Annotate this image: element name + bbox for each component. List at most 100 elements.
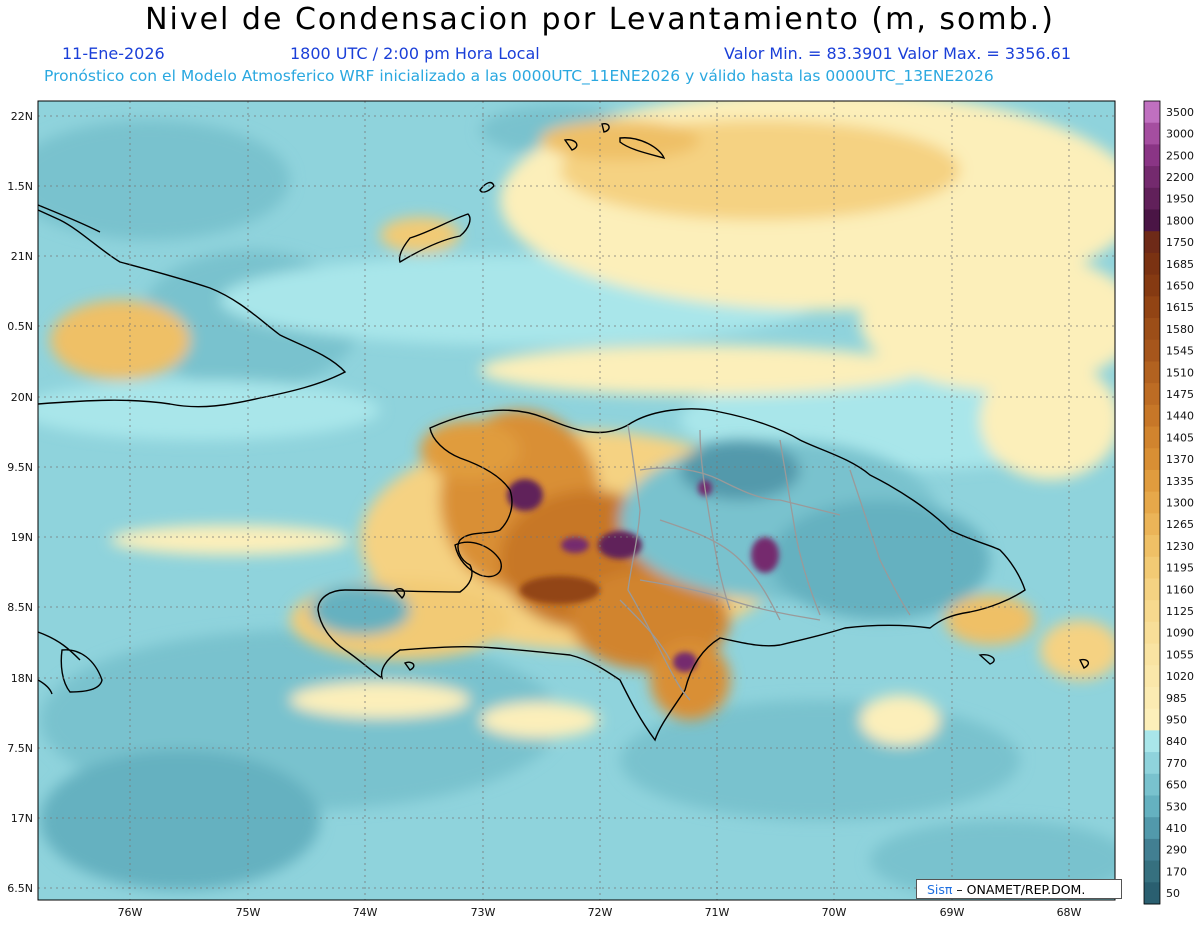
colorbar-swatch bbox=[1144, 643, 1160, 666]
colorbar-label: 170 bbox=[1166, 865, 1187, 878]
colorbar-swatch bbox=[1144, 513, 1160, 536]
credit-brand: Sisπ bbox=[927, 882, 953, 897]
colorbar-swatch bbox=[1144, 838, 1160, 862]
colorbar-label: 1615 bbox=[1166, 301, 1194, 314]
forecast-time: 1800 UTC / 2:00 pm Hora Local bbox=[290, 44, 540, 63]
colorbar-swatch bbox=[1144, 448, 1160, 471]
colorbar-label: 985 bbox=[1166, 692, 1187, 705]
colorbar-label: 1195 bbox=[1166, 562, 1194, 575]
lon-label: 69W bbox=[940, 906, 965, 919]
colorbar-label: 1230 bbox=[1166, 540, 1194, 553]
colorbar-label: 1090 bbox=[1166, 627, 1194, 640]
colorbar-swatch bbox=[1144, 361, 1160, 384]
lat-label: 17N bbox=[11, 812, 33, 825]
lon-label: 75W bbox=[236, 906, 261, 919]
colorbar-label: 1545 bbox=[1166, 345, 1194, 358]
lat-label: 22N bbox=[11, 110, 33, 123]
colorbar-swatch bbox=[1144, 101, 1160, 124]
colorbar-swatch bbox=[1144, 730, 1160, 753]
colorbar-swatch bbox=[1144, 882, 1160, 905]
map-title: Nivel de Condensacion por Levantamiento … bbox=[145, 2, 1055, 37]
lat-label: 7.5N bbox=[7, 742, 33, 755]
colorbar-swatch bbox=[1144, 296, 1160, 319]
colorbar-swatch bbox=[1144, 817, 1160, 840]
lat-label: 8.5N bbox=[7, 601, 33, 614]
colorbar-swatch bbox=[1144, 665, 1160, 688]
lon-label: 70W bbox=[822, 906, 847, 919]
colorbar-label: 1370 bbox=[1166, 453, 1194, 466]
lon-label: 73W bbox=[471, 906, 496, 919]
plot-frame bbox=[37, 100, 1116, 901]
colorbar-label: 1020 bbox=[1166, 670, 1194, 683]
min-max-values: Valor Min. = 83.3901 Valor Max. = 3356.6… bbox=[724, 44, 1072, 63]
colorbar-label: 950 bbox=[1166, 714, 1187, 727]
colorbar-swatch bbox=[1144, 166, 1160, 189]
lat-label: 6.5N bbox=[7, 882, 33, 895]
model-info: Pronóstico con el Modelo Atmosferico WRF… bbox=[44, 67, 994, 85]
longitude-labels: 76W 75W 74W 73W 72W 71W 70W 69W 68W bbox=[118, 906, 1082, 919]
colorbar-label: 50 bbox=[1166, 887, 1180, 900]
lon-label: 71W bbox=[705, 906, 730, 919]
colorbar-label: 840 bbox=[1166, 735, 1187, 748]
colorbar-swatch bbox=[1144, 318, 1160, 341]
lat-label: 21N bbox=[11, 250, 33, 263]
colorbar-label: 530 bbox=[1166, 800, 1187, 813]
colorbar-label: 3500 bbox=[1166, 106, 1194, 119]
colorbar-swatch bbox=[1144, 752, 1160, 775]
credit-org: – ONAMET/REP.DOM. bbox=[952, 882, 1086, 897]
lat-label: 20N bbox=[11, 391, 33, 404]
colorbar-swatch bbox=[1144, 535, 1160, 558]
colorbar-swatch bbox=[1144, 491, 1160, 514]
colorbar-label: 1125 bbox=[1166, 605, 1194, 618]
colorbar-label: 1800 bbox=[1166, 214, 1194, 227]
lon-label: 68W bbox=[1057, 906, 1082, 919]
colorbar-swatch bbox=[1144, 426, 1160, 449]
colorbar-swatch bbox=[1144, 773, 1160, 796]
colorbar-swatch bbox=[1144, 274, 1160, 297]
colorbar-swatch bbox=[1144, 686, 1160, 710]
colorbar-swatch bbox=[1144, 122, 1160, 145]
colorbar-label: 3000 bbox=[1166, 128, 1194, 141]
colorbar-swatch bbox=[1144, 252, 1160, 276]
colorbar-frame bbox=[1143, 100, 1161, 905]
colorbar-label: 1300 bbox=[1166, 497, 1194, 510]
province-borders bbox=[619, 424, 911, 701]
colorbar-label: 1475 bbox=[1166, 388, 1194, 401]
credit-box: Sisπ – ONAMET/REP.DOM. bbox=[916, 879, 1122, 899]
colorbar-swatch bbox=[1144, 795, 1160, 818]
latitude-labels: 22N 1.5N 21N 0.5N 20N 9.5N 19N 8.5N 18N … bbox=[7, 110, 33, 895]
colorbar: 3500 3000 2500 2200 1950 1800 1750 1685 1650 1615… bbox=[1143, 100, 1194, 905]
graticule bbox=[38, 101, 1115, 900]
colorbar-swatch bbox=[1144, 600, 1160, 623]
colorbar-label: 290 bbox=[1166, 844, 1187, 857]
colorbar-label: 770 bbox=[1166, 757, 1187, 770]
colorbar-swatch bbox=[1144, 209, 1160, 232]
colorbar-label: 1580 bbox=[1166, 323, 1194, 336]
colorbar-swatch bbox=[1144, 860, 1160, 883]
lon-label: 72W bbox=[588, 906, 613, 919]
colorbar-swatch bbox=[1144, 383, 1160, 406]
lcl-shaded-field bbox=[38, 101, 1115, 900]
colorbar-label: 2200 bbox=[1166, 171, 1194, 184]
colorbar-swatch bbox=[1144, 556, 1160, 579]
colorbar-swatch bbox=[1144, 469, 1160, 493]
colorbar-label: 2500 bbox=[1166, 149, 1194, 162]
colorbar-swatch bbox=[1144, 144, 1160, 167]
colorbar-label: 410 bbox=[1166, 822, 1187, 835]
colorbar-label: 1510 bbox=[1166, 366, 1194, 379]
colorbar-label: 1650 bbox=[1166, 279, 1194, 292]
colorbar-label: 650 bbox=[1166, 779, 1187, 792]
lat-label: 9.5N bbox=[7, 461, 33, 474]
lat-label: 18N bbox=[11, 672, 33, 685]
lat-label: 1.5N bbox=[7, 180, 33, 193]
forecast-date: 11-Ene-2026 bbox=[62, 44, 165, 63]
colorbar-swatch bbox=[1144, 621, 1160, 645]
colorbar-label: 1265 bbox=[1166, 518, 1194, 531]
lon-label: 74W bbox=[353, 906, 378, 919]
colorbar-swatch bbox=[1144, 187, 1160, 211]
colorbar-swatch bbox=[1144, 404, 1160, 428]
colorbar-label: 1750 bbox=[1166, 236, 1194, 249]
colorbar-label: 1440 bbox=[1166, 410, 1194, 423]
colorbar-label: 1405 bbox=[1166, 431, 1194, 444]
